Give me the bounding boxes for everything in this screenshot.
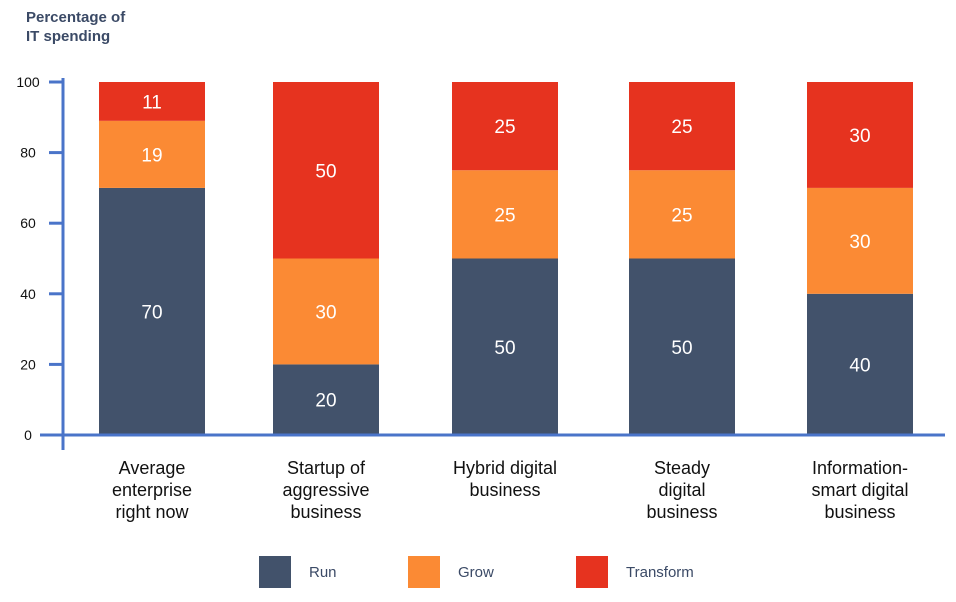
x-category-label-line: Hybrid digital: [452, 458, 558, 478]
bar-segment-transform: [629, 82, 735, 171]
data-label: 30: [849, 126, 870, 147]
bar-segment-run: [452, 258, 558, 435]
y-tick-label: 40: [20, 286, 36, 302]
x-category-label-line: right now: [115, 502, 189, 522]
y-tick-label: 80: [20, 145, 36, 161]
x-category-label-line: aggressive: [282, 480, 370, 500]
bar-segment-grow: [807, 187, 913, 294]
legend-label: Grow: [458, 563, 494, 581]
data-label: 25: [671, 205, 692, 226]
data-label: 25: [671, 117, 692, 138]
x-category-label-line: business: [290, 502, 362, 522]
legend-label: Transform: [626, 563, 694, 581]
data-label: 30: [849, 232, 870, 253]
bar-segment-transform: [452, 82, 558, 171]
legend-item-grow: Grow: [408, 556, 494, 588]
y-tick-label: 60: [20, 215, 36, 231]
x-category-label-line: Average: [118, 458, 186, 478]
x-category-label: Hybrid digital business: [430, 457, 580, 501]
legend-swatch: [576, 556, 608, 588]
y-tick-label: 0: [24, 427, 32, 443]
data-label: 25: [494, 117, 515, 138]
bar-segment-transform: [273, 82, 379, 259]
x-category-label-line: business: [824, 502, 896, 522]
x-category-label: Average enterprise right now: [77, 457, 227, 523]
y-tick-label: 20: [20, 356, 36, 372]
x-category-label-line: Information-: [811, 458, 909, 478]
bar-segment-run: [273, 364, 379, 435]
x-category-label: Startup of aggressive business: [251, 457, 401, 523]
x-category-label-line: Steady: [653, 458, 711, 478]
bar-segment-grow: [273, 258, 379, 365]
data-label: 11: [142, 92, 162, 113]
data-label: 70: [141, 302, 162, 323]
data-label: 50: [494, 338, 515, 359]
data-label: 50: [671, 338, 692, 359]
data-label: 30: [315, 302, 336, 323]
x-category-label-line: Startup of: [286, 458, 366, 478]
data-label: 20: [315, 391, 336, 412]
y-tick-label: 100: [16, 74, 40, 90]
x-category-label: Steady digital business: [607, 457, 757, 523]
y-axis-title: Percentage of IT spending: [26, 8, 125, 46]
legend-swatch: [408, 556, 440, 588]
bar-segment-run: [807, 293, 913, 435]
y-axis-title-line: Percentage of: [26, 9, 126, 26]
x-category-label-line: smart digital: [811, 480, 909, 500]
legend-item-run: Run: [259, 556, 337, 588]
legend-swatch: [259, 556, 291, 588]
bar-segment-grow: [629, 170, 735, 259]
bar-segment-transform: [99, 82, 205, 121]
data-label: 50: [315, 161, 336, 182]
bar-segment-transform: [807, 82, 913, 188]
y-axis-title-line: IT spending: [26, 28, 111, 45]
x-category-label: Information-smart digital business: [785, 457, 935, 523]
legend-label: Run: [309, 563, 337, 581]
bar-segment-run: [629, 258, 735, 435]
data-label: 25: [494, 205, 515, 226]
x-category-label-line: business: [469, 480, 541, 500]
legend-item-transform: Transform: [576, 556, 694, 588]
data-label: 19: [141, 145, 162, 166]
x-category-label-line: digital: [658, 480, 706, 500]
bar-segment-grow: [99, 120, 205, 188]
data-label: 40: [849, 355, 870, 376]
x-category-label-line: enterprise: [111, 480, 193, 500]
bar-segment-grow: [452, 170, 558, 259]
x-category-label-line: business: [646, 502, 718, 522]
bar-segment-run: [99, 187, 205, 435]
